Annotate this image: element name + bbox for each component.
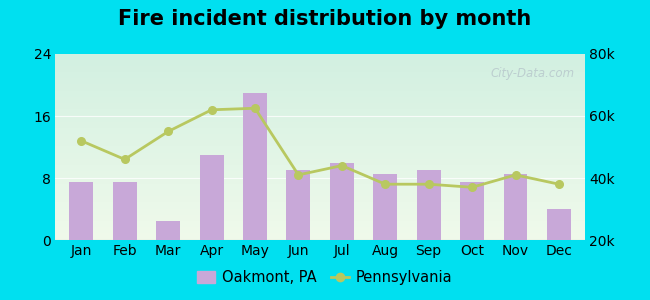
Bar — [200, 155, 224, 240]
Text: Fire incident distribution by month: Fire incident distribution by month — [118, 9, 532, 29]
Legend: Oakmont, PA, Pennsylvania: Oakmont, PA, Pennsylvania — [192, 265, 458, 291]
Bar — [243, 93, 267, 240]
Bar — [504, 174, 527, 240]
Bar — [417, 170, 441, 240]
Bar — [373, 174, 397, 240]
Bar — [70, 182, 93, 240]
Bar — [156, 220, 180, 240]
Bar — [287, 170, 310, 240]
Text: City-Data.com: City-Data.com — [490, 67, 575, 80]
Bar — [330, 163, 354, 240]
Bar — [547, 209, 571, 240]
Bar — [460, 182, 484, 240]
Bar — [113, 182, 136, 240]
